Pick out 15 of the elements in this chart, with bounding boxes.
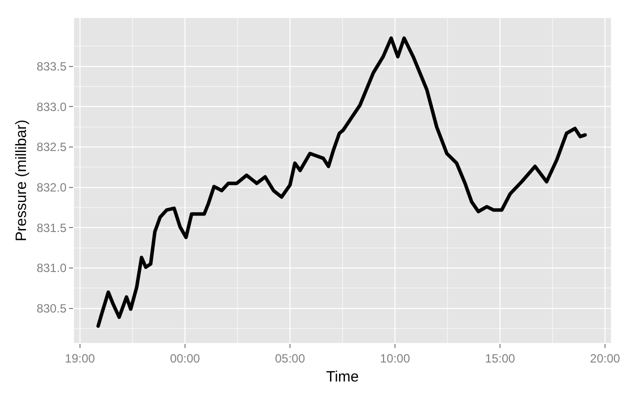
y-tick-label: 832.0 xyxy=(36,180,67,195)
x-tick-label: 05:00 xyxy=(274,351,306,366)
x-tick-label: 15:00 xyxy=(485,351,516,366)
y-tick-label: 832.5 xyxy=(36,140,67,154)
y-tick-label: 831.0 xyxy=(36,261,67,276)
y-tick-label: 833.0 xyxy=(36,100,67,114)
y-tick-label: 830.5 xyxy=(36,302,67,316)
x-tick-label: 00:00 xyxy=(170,351,200,366)
y-tick-label: 833.5 xyxy=(36,60,67,74)
x-tick-label: 20:00 xyxy=(590,351,620,366)
x-axis-title: Time xyxy=(326,368,359,386)
x-tick-label: 19:00 xyxy=(64,351,96,366)
x-tick-label: 10:00 xyxy=(380,351,410,366)
y-axis-title: Pressure (millibar) xyxy=(12,120,30,242)
y-tick-label: 831.5 xyxy=(36,220,67,235)
